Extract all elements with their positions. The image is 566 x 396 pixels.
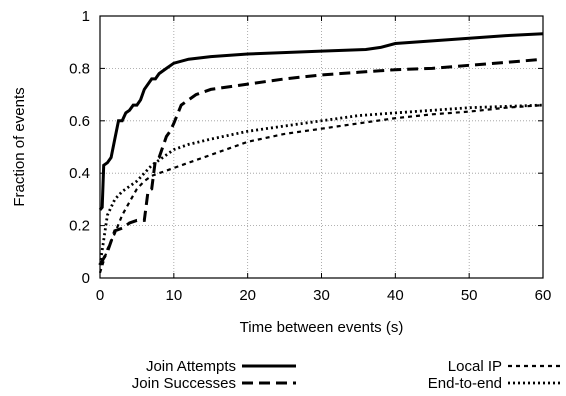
x-tick-label: 0 (96, 287, 104, 304)
legend-label-end-to-end: End-to-end (428, 375, 502, 392)
legend-label-join-attempts: Join Attempts (146, 358, 236, 375)
x-tick-label: 60 (535, 287, 552, 304)
legend: Join Attempts Join Successes Local IP En… (132, 358, 562, 392)
series-line-join-attempts (98, 32, 544, 211)
x-tick-label: 20 (239, 287, 256, 304)
x-axis-label: Time between events (s) (240, 319, 404, 336)
series-line-join-successes (98, 57, 544, 266)
y-tick-label: 0 (82, 270, 90, 287)
y-tick-label: 0.6 (69, 113, 90, 130)
series-lines (98, 32, 544, 274)
x-tick-label: 10 (165, 287, 182, 304)
x-tick-label: 40 (387, 287, 404, 304)
legend-label-join-successes: Join Successes (132, 375, 236, 392)
y-tick-label: 0.8 (69, 60, 90, 77)
x-tick-label: 50 (461, 287, 478, 304)
grid-lines (100, 16, 543, 278)
legend-label-local-ip: Local IP (448, 358, 502, 375)
y-tick-label: 0.4 (69, 165, 90, 182)
x-tick-label: 30 (313, 287, 330, 304)
axis-ticks: 0 10 20 30 40 50 60 0 0.2 0.4 0.6 0.8 1 (69, 8, 551, 304)
y-tick-label: 1 (82, 8, 90, 25)
y-tick-label: 0.2 (69, 218, 90, 235)
y-axis-label: Fraction of events (11, 87, 28, 206)
